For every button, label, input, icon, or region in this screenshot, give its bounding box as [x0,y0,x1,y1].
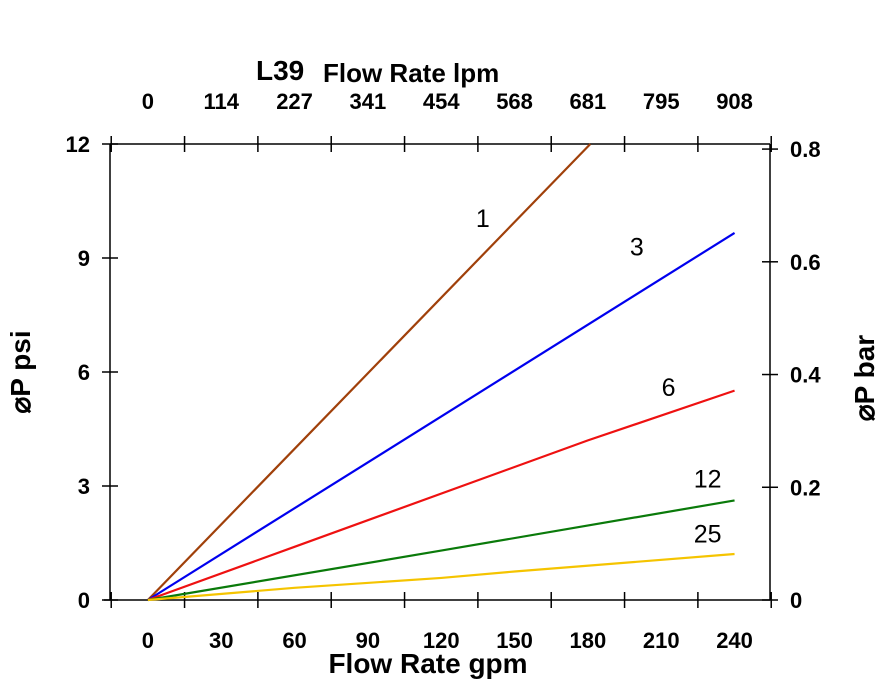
x-tick-label: 30 [209,628,233,653]
top-tick-label: 568 [496,89,533,114]
y-right-axis-label: ⌀P bar [849,335,880,421]
y-axis-label: ⌀P psi [5,330,36,413]
top-tick-label: 114 [203,89,239,114]
y-right-tick-label: 0.6 [790,250,821,275]
top-tick-label: 908 [716,89,753,114]
x-axis-label: Flow Rate gpm [328,648,527,679]
top-tick-label: 454 [423,89,460,114]
top-tick-label: 341 [350,89,387,114]
chart-title: L39 [256,55,304,86]
y-right-tick-label: 0.8 [790,137,821,162]
series-label-6: 6 [662,374,676,402]
series-line-6 [147,389,735,602]
top-tick-label: 227 [276,89,313,114]
y-tick-label: 9 [78,246,90,271]
axes: 0030114602279034112045415056818068121079… [66,89,822,653]
series-line-3 [147,231,736,601]
y-tick-label: 6 [78,360,90,385]
top-tick-label: 795 [643,89,680,114]
top-tick-label: 0 [142,89,154,114]
y-right-tick-label: 0.2 [790,475,821,500]
y-tick-label: 3 [78,474,90,499]
series-line-1 [147,143,592,601]
series-label-1: 1 [476,205,490,233]
x-tick-label: 60 [282,628,306,653]
series-label-12: 12 [694,465,722,493]
series-line-12 [147,499,735,602]
x-tick-label: 120 [423,628,460,653]
top-tick-label: 681 [570,89,607,114]
series-label-25: 25 [694,521,722,549]
series-lines: 1 3 6 12 25 [147,143,736,602]
y-tick-label: 0 [78,588,90,613]
series-line-25 [147,552,735,602]
x-tick-label: 210 [643,628,680,653]
x-tick-label: 240 [716,628,753,653]
y-right-tick-label: 0.4 [790,363,821,388]
x-tick-label: 150 [496,628,533,653]
y-right-tick-label: 0 [790,588,802,613]
top-axis-label: Flow Rate lpm [323,58,499,88]
x-tick-label: 90 [356,628,380,653]
x-tick-label: 0 [142,628,154,653]
x-tick-label: 180 [570,628,607,653]
series-label-3: 3 [630,234,644,262]
y-tick-label: 12 [66,132,90,157]
